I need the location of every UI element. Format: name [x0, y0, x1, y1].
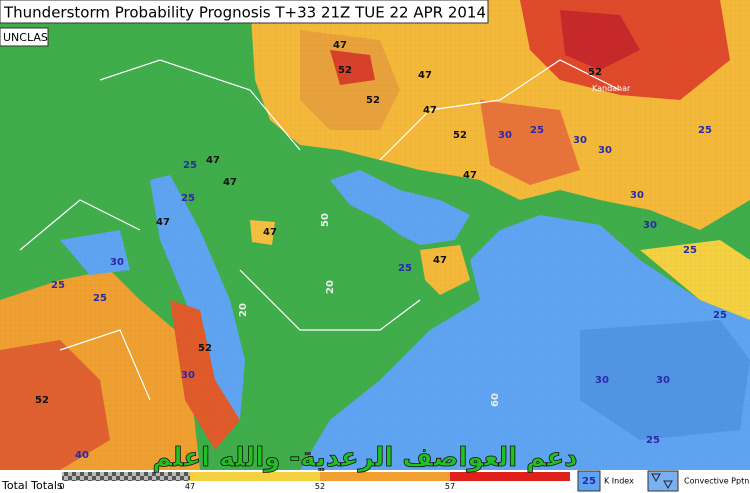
scale-tick-label: 52 [315, 482, 325, 491]
contour-label: 50 [320, 213, 331, 227]
place-name: Kandahar [592, 84, 631, 93]
contour-label: 30 [643, 220, 657, 231]
border [99, 59, 301, 151]
kindex-value: 25 [582, 476, 596, 487]
classification-box [0, 27, 49, 47]
border [59, 329, 151, 401]
contour-label: 52 [453, 130, 467, 141]
kindex-label: K Index [604, 477, 634, 486]
scale-segment [190, 472, 320, 481]
classification: UNCLAS [3, 31, 48, 44]
convective-symbol [651, 473, 673, 490]
caption: دعم العواصف الرعدية- والله اعلم [152, 443, 577, 473]
contour-label: 30 [595, 375, 609, 386]
contour-label: 20 [238, 303, 249, 317]
contour-label: 47 [206, 155, 220, 166]
contour-label: 30 [630, 190, 644, 201]
contour-label: 52 [35, 395, 49, 406]
contour-label: 30 [573, 135, 587, 146]
border [239, 269, 421, 331]
convective-swatch [647, 470, 679, 492]
contour-label: 25 [181, 193, 195, 204]
contour-label: 52 [588, 67, 602, 78]
scale-tick-label: 47 [185, 482, 195, 491]
contour-label: 20 [325, 280, 336, 294]
contour-label: 47 [423, 105, 437, 116]
contour-label: 47 [418, 70, 432, 81]
contour-label: 25 [183, 160, 197, 171]
contour-label: 30 [181, 370, 195, 381]
contour-label: 30 [598, 145, 612, 156]
contour-label: 30 [656, 375, 670, 386]
scale-tick-label: 57 [445, 482, 455, 491]
contour-label: 47 [223, 177, 237, 188]
grid-hatch [0, 0, 750, 470]
contour-label: 52 [338, 65, 352, 76]
contour-label: 47 [156, 217, 170, 228]
contour-label: 60 [490, 393, 501, 407]
contour-label: 52 [198, 343, 212, 354]
scale-title: Total Totals [1, 479, 63, 492]
contour-label: 25 [530, 125, 544, 136]
contour-label: 47 [333, 40, 347, 51]
scale-tick-label: 0 [59, 482, 64, 491]
contour-label: 40 [75, 450, 89, 461]
contour-label: 25 [646, 435, 660, 446]
border [379, 59, 621, 161]
scale-segment [62, 472, 190, 481]
contour-label: 25 [51, 280, 65, 291]
title: Thunderstorm Probability Prognosis T+33 … [3, 4, 486, 22]
contour-label: 47 [263, 227, 277, 238]
scale-segment [450, 472, 570, 481]
title-bar [0, 0, 489, 24]
kindex-swatch [577, 470, 601, 492]
contour-label: 25 [398, 263, 412, 274]
scale-ticks: 0 47 52 57 [59, 482, 455, 491]
contour-label: 30 [498, 130, 512, 141]
scale-segment [320, 472, 450, 481]
contour-label: 25 [713, 310, 727, 321]
contour-label: 47 [463, 170, 477, 181]
contour-label: 25 [93, 293, 107, 304]
contour-label: 30 [110, 257, 124, 268]
contour-label: 47 [433, 255, 447, 266]
contour-label: 52 [366, 95, 380, 106]
border [19, 199, 141, 251]
contour-label: 25 [698, 125, 712, 136]
contour-label: 25 [683, 245, 697, 256]
borders [19, 59, 621, 401]
convective-label: Convective Pptn [684, 477, 749, 486]
